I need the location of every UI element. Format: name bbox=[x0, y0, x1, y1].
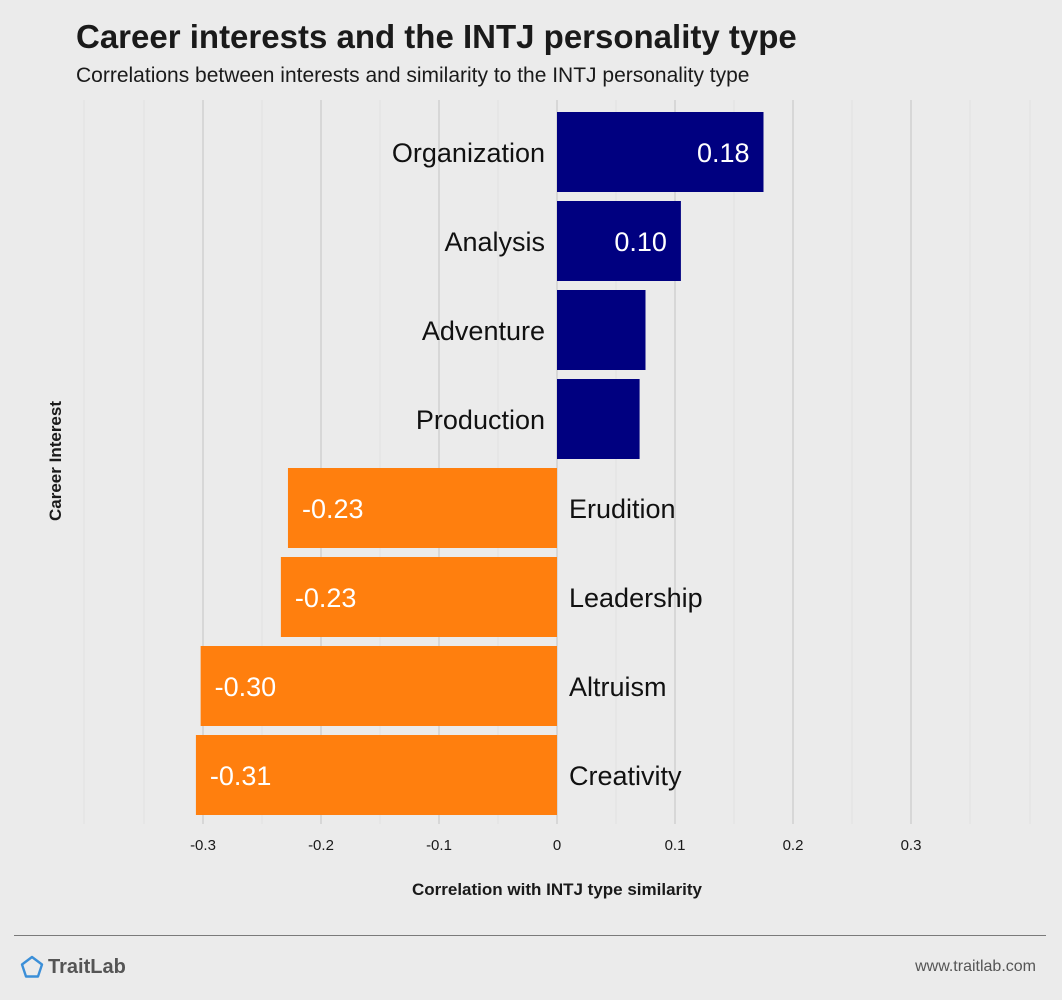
category-label-leadership: Leadership bbox=[569, 583, 703, 613]
bar-organization bbox=[557, 112, 764, 192]
data-label-leadership: -0.23 bbox=[295, 583, 357, 613]
data-label-altruism: -0.30 bbox=[215, 672, 277, 702]
brand-name: TraitLab bbox=[48, 955, 126, 978]
bar-adventure bbox=[557, 290, 646, 370]
footer-divider bbox=[14, 935, 1046, 936]
category-label-altruism: Altruism bbox=[569, 672, 667, 702]
x-tick-label: -0.3 bbox=[190, 837, 216, 854]
bar-production bbox=[557, 379, 640, 459]
category-label-organization: Organization bbox=[392, 138, 545, 168]
data-label-creativity: -0.31 bbox=[210, 761, 272, 791]
x-axis-label: Correlation with INTJ type similarity bbox=[412, 880, 703, 899]
x-tick-label: -0.1 bbox=[426, 837, 452, 854]
x-tick-labels: -0.3 -0.2 -0.1 0 0.1 0.2 0.3 bbox=[190, 837, 921, 854]
chart-subtitle: Correlations between interests and simil… bbox=[76, 64, 750, 87]
x-tick-label: 0.3 bbox=[901, 837, 922, 854]
category-label-erudition: Erudition bbox=[569, 494, 676, 524]
website-url[interactable]: www.traitlab.com bbox=[915, 958, 1036, 975]
bar-erudition bbox=[287, 468, 557, 548]
bar-leadership bbox=[280, 557, 557, 637]
x-tick-label: 0 bbox=[553, 837, 561, 854]
chart-title: Career interests and the INTJ personalit… bbox=[76, 18, 797, 55]
data-label-analysis: 0.10 bbox=[614, 227, 667, 257]
data-label-organization: 0.18 bbox=[697, 138, 750, 168]
x-tick-label: 0.2 bbox=[783, 837, 804, 854]
bar-altruism bbox=[200, 646, 557, 726]
data-label-erudition: -0.23 bbox=[302, 494, 364, 524]
category-label-analysis: Analysis bbox=[444, 227, 545, 257]
bars bbox=[195, 112, 764, 815]
bar-creativity bbox=[195, 735, 558, 815]
category-label-production: Production bbox=[416, 405, 545, 435]
category-label-creativity: Creativity bbox=[569, 761, 682, 791]
x-tick-label: -0.2 bbox=[308, 837, 334, 854]
labels: Organization 0.18 Analysis 0.10 Adventure Pro… bbox=[210, 138, 750, 791]
bar-analysis bbox=[557, 201, 681, 281]
y-axis-label: Career Interest bbox=[46, 401, 65, 521]
category-label-adventure: Adventure bbox=[422, 316, 545, 346]
traitlab-logo[interactable]: TraitLab bbox=[20, 955, 126, 979]
x-tick-label: 0.1 bbox=[665, 837, 686, 854]
pentagon-icon bbox=[20, 955, 44, 978]
